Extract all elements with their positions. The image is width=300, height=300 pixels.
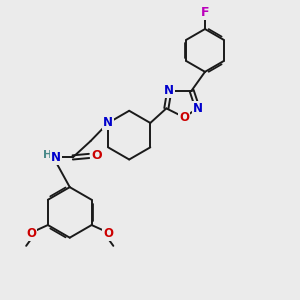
Text: H: H: [44, 150, 53, 160]
Text: O: O: [179, 111, 189, 124]
Text: N: N: [103, 116, 113, 130]
Text: O: O: [26, 227, 37, 240]
Text: N: N: [193, 102, 202, 115]
Text: O: O: [91, 149, 102, 162]
Text: N: N: [164, 84, 174, 97]
Text: N: N: [51, 151, 62, 164]
Text: F: F: [201, 6, 209, 19]
Text: O: O: [103, 227, 113, 240]
